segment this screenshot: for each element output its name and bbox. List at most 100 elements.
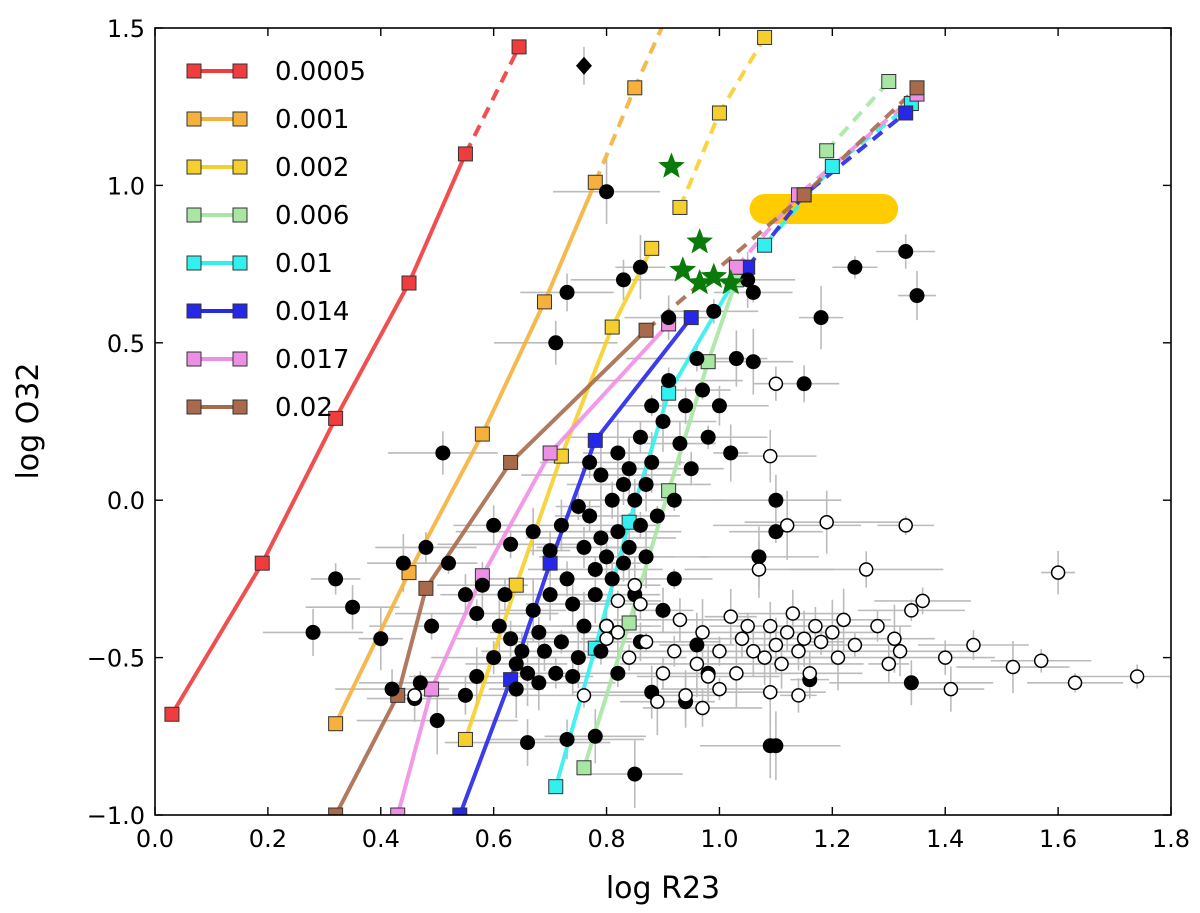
filled-point <box>655 602 671 618</box>
model-marker <box>638 322 654 338</box>
open-point <box>802 666 818 681</box>
model-marker <box>508 577 524 593</box>
filled-point <box>661 310 677 326</box>
filled-point <box>909 288 925 304</box>
filled-point <box>666 492 682 508</box>
filled-point <box>689 637 705 653</box>
filled-point <box>604 571 620 587</box>
filled-point <box>486 517 502 533</box>
model-marker <box>824 159 840 175</box>
filled-point <box>457 687 473 703</box>
open-point <box>712 681 727 697</box>
open-point <box>796 631 812 646</box>
model-marker <box>328 410 344 426</box>
filled-point <box>531 675 547 691</box>
green-star <box>686 228 713 254</box>
open-point <box>746 644 761 659</box>
filled-point <box>305 624 321 640</box>
model-marker <box>164 706 180 722</box>
open-point <box>791 644 806 659</box>
model-marker <box>328 807 344 815</box>
y-tick-label: −1.0 <box>87 802 145 830</box>
filled-point <box>649 508 665 524</box>
green-star <box>658 152 685 178</box>
filled-point <box>435 445 451 461</box>
filled-point <box>373 631 389 647</box>
filled-point <box>615 272 631 288</box>
green-star <box>700 262 728 288</box>
y-axis-title: log O32 <box>11 362 46 479</box>
filled-point <box>593 467 609 483</box>
open-point <box>751 562 767 577</box>
model-line-dashed-0.002 <box>678 36 767 209</box>
filled-point <box>695 382 711 398</box>
filled-point <box>632 429 648 445</box>
model-line-dashed-0.006 <box>825 80 891 153</box>
filled-point <box>666 571 682 587</box>
model-marker <box>683 310 699 326</box>
open-point <box>791 688 806 703</box>
open-point <box>904 603 919 618</box>
legend-marker <box>232 351 248 367</box>
filled-point <box>644 454 660 470</box>
model-marker <box>627 80 643 96</box>
legend-marker <box>232 111 248 127</box>
filled-point <box>503 536 519 552</box>
y-tick-label: −0.5 <box>87 645 145 673</box>
open-point <box>813 634 829 650</box>
filled-point <box>582 454 598 470</box>
filled-point <box>582 508 598 524</box>
open-point <box>819 514 834 530</box>
open-point <box>870 618 885 634</box>
model-marker <box>728 259 744 275</box>
filled-point <box>520 665 536 681</box>
x-tick-label: 0.2 <box>249 825 287 853</box>
open-point <box>1005 659 1021 675</box>
legend-label: 0.014 <box>275 297 349 327</box>
open-point <box>762 618 778 634</box>
filled-point <box>553 517 569 533</box>
filled-point <box>525 524 541 540</box>
green-star <box>717 269 744 295</box>
filled-point <box>570 650 586 666</box>
filled-point <box>768 492 784 508</box>
open-point <box>723 609 738 624</box>
open-point <box>576 688 592 703</box>
y-tick-label: 0.5 <box>107 330 145 358</box>
x-tick-label: 0.4 <box>362 825 400 853</box>
y-tick-label: 1.5 <box>107 15 145 43</box>
model-marker <box>644 240 660 256</box>
model-marker <box>254 555 270 571</box>
open-point <box>678 688 693 703</box>
legend-marker <box>186 303 202 319</box>
black-diamond <box>575 56 592 75</box>
filled-point <box>570 498 586 514</box>
filled-point <box>531 624 547 640</box>
open-point <box>847 637 863 653</box>
filled-point <box>520 735 536 751</box>
model-line-0.014 <box>457 316 693 815</box>
legend-label: 0.0005 <box>275 57 366 87</box>
legend-marker <box>232 399 248 415</box>
filled-point <box>615 476 631 492</box>
legend-marker <box>186 63 202 79</box>
filled-point <box>559 284 575 300</box>
model-marker <box>542 555 558 571</box>
filled-point <box>565 668 581 684</box>
x-tick-label: 1.2 <box>813 825 851 853</box>
legend-label: 0.017 <box>275 345 349 375</box>
filled-point <box>689 351 705 367</box>
filled-point <box>632 517 648 533</box>
open-point <box>700 669 716 684</box>
model-marker <box>757 237 773 253</box>
legend-marker <box>186 111 202 127</box>
model-line-dashed-0.017 <box>734 92 919 269</box>
model-marker <box>474 426 490 442</box>
open-point <box>650 694 665 709</box>
open-point <box>774 656 789 672</box>
filled-point <box>525 602 541 618</box>
open-point <box>762 448 778 464</box>
legend-label: 0.01 <box>275 249 333 279</box>
filled-point <box>497 587 513 603</box>
